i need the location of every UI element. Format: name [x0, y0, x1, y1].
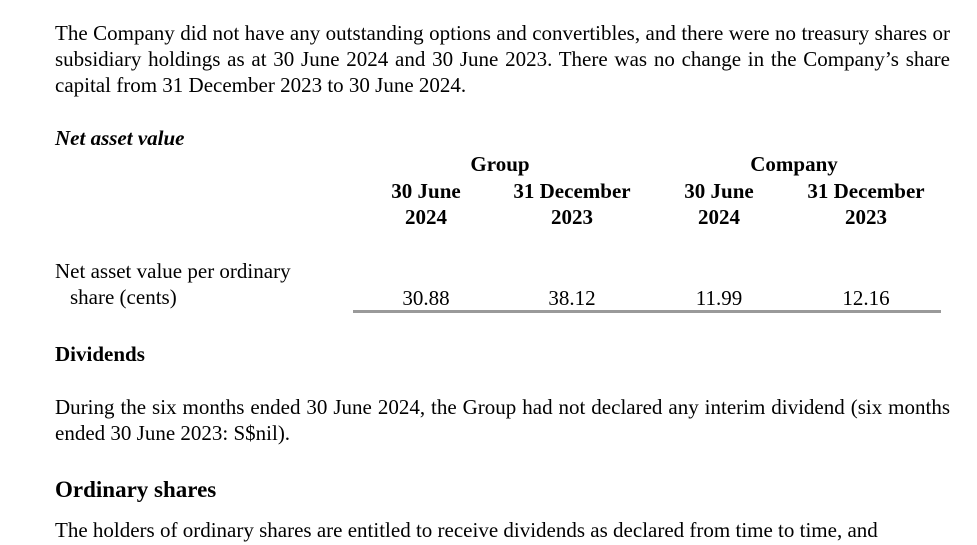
column-header: 30 June 2024	[353, 178, 499, 230]
row-label-line2: share (cents)	[70, 285, 177, 309]
intro-paragraph: The Company did not have any outstanding…	[55, 21, 950, 97]
row-label-line1: Net asset value per ordinary	[55, 259, 291, 283]
column-header-line2: 2023	[845, 205, 887, 229]
column-header-line1: 30 June	[684, 179, 754, 203]
column-header-line2: 2024	[405, 205, 447, 229]
ordinary-shares-paragraph: The holders of ordinary shares are entit…	[55, 518, 878, 542]
table-cell: 12.16	[842, 286, 890, 310]
table-cell: 38.12	[548, 286, 596, 310]
row-label: Net asset value per ordinary share (cent…	[55, 258, 345, 310]
company-column-label: Company	[750, 152, 838, 176]
column-header: 30 June 2024	[646, 178, 792, 230]
dividends-paragraph: During the six months ended 30 June 2024…	[55, 395, 950, 445]
nav-heading: Net asset value	[55, 126, 185, 150]
dividends-heading: Dividends	[55, 342, 145, 366]
nav-table: Group Company 30 June 2024 31 December 2…	[55, 152, 941, 313]
column-header-line1: 30 June	[391, 179, 461, 203]
ordinary-shares-heading: Ordinary shares	[55, 477, 217, 502]
group-column-label: Group	[470, 152, 530, 176]
column-header-line2: 2023	[551, 205, 593, 229]
column-header-line1: 31 December	[807, 179, 925, 203]
table-cell: 30.88	[402, 286, 450, 310]
column-header: 31 December 2023	[793, 178, 939, 230]
column-header-line2: 2024	[698, 205, 740, 229]
column-header: 31 December 2023	[499, 178, 645, 230]
table-bottom-rule	[353, 310, 941, 313]
table-cell: 11.99	[695, 286, 743, 310]
column-header-line1: 31 December	[513, 179, 631, 203]
